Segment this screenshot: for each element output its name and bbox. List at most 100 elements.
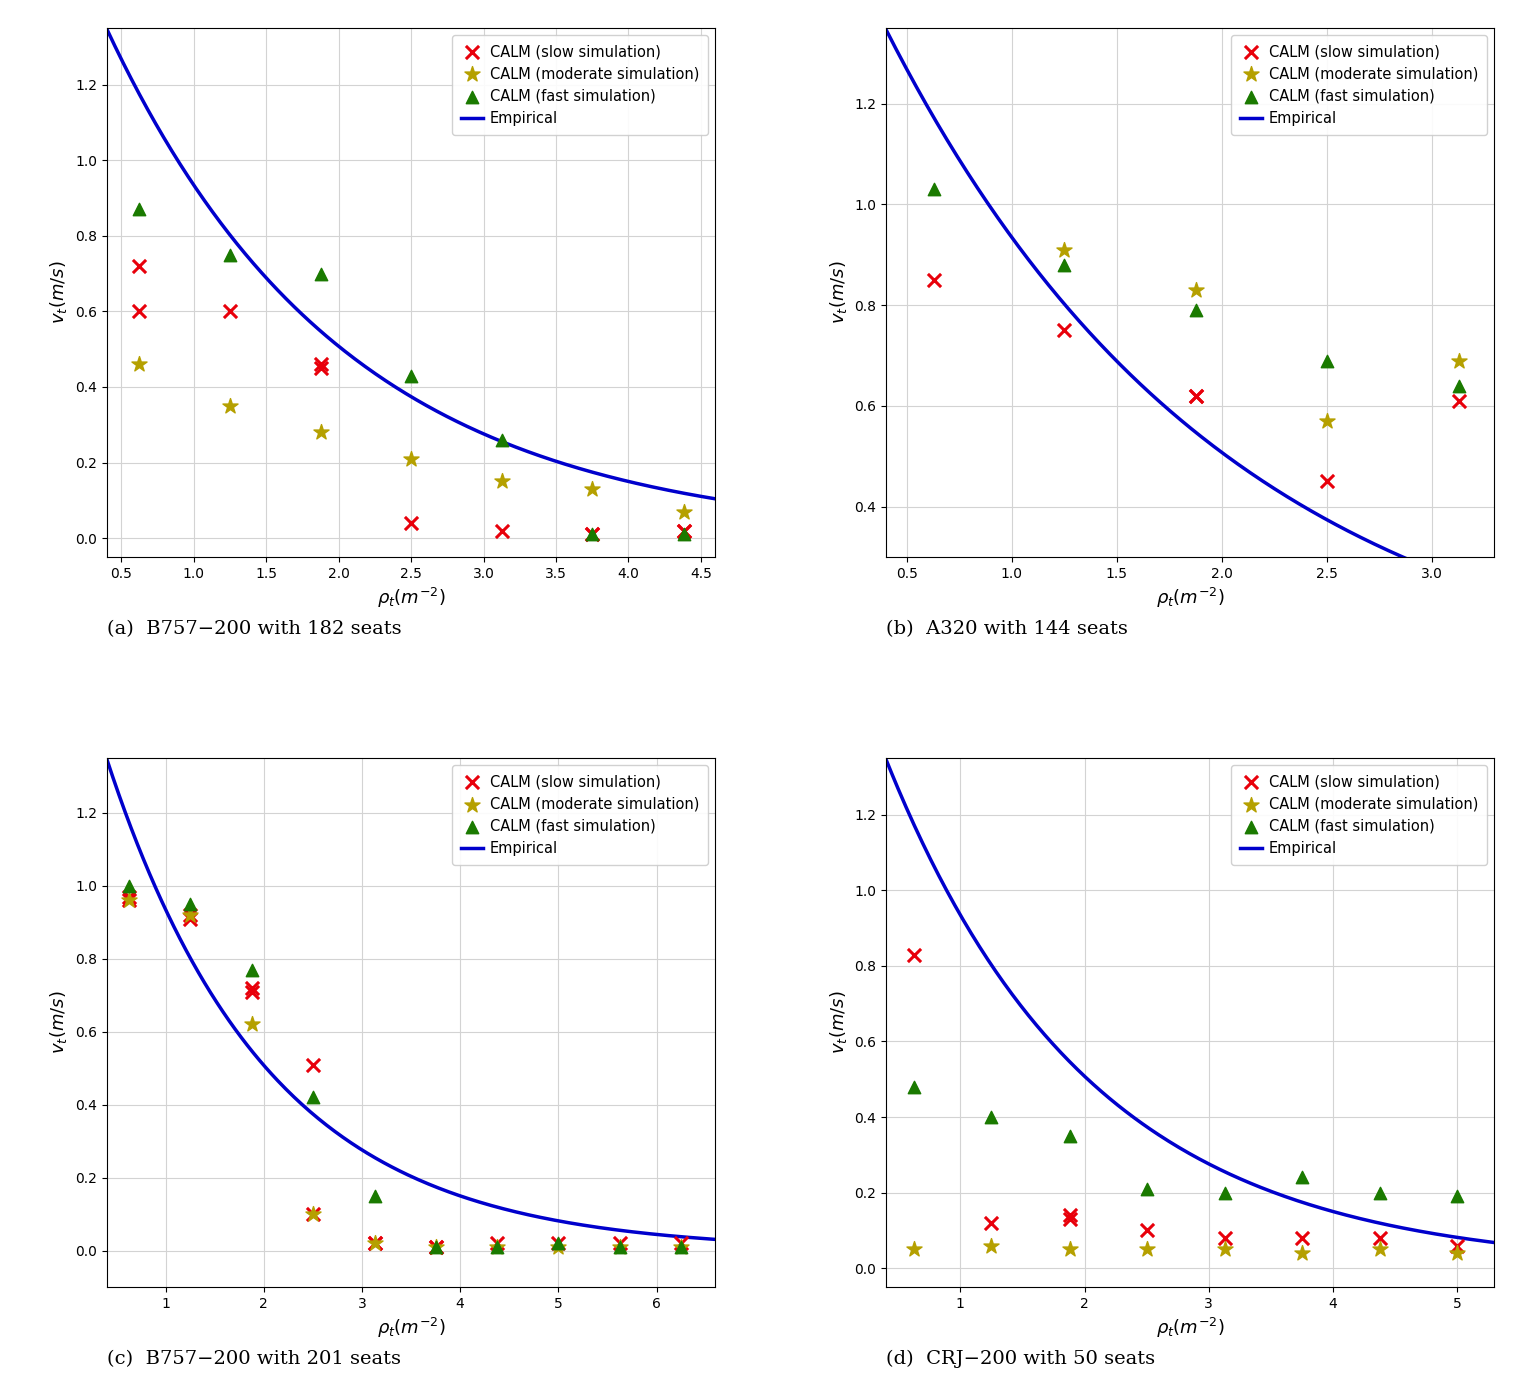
CALM (fast simulation) bbox=[127, 199, 151, 221]
CALM (moderate simulation) bbox=[1057, 1238, 1081, 1260]
Empirical bbox=[610, 471, 628, 488]
Line: Empirical: Empirical bbox=[107, 758, 715, 1240]
Text: (a)  B757−200 with 182 seats: (a) B757−200 with 182 seats bbox=[107, 620, 401, 638]
CALM (slow simulation) bbox=[1447, 390, 1472, 413]
Y-axis label: $v_t(m/s)$: $v_t(m/s)$ bbox=[49, 990, 70, 1055]
CALM (slow simulation) bbox=[300, 1203, 325, 1226]
CALM (moderate simulation) bbox=[1135, 1238, 1159, 1260]
CALM (fast simulation) bbox=[490, 428, 514, 450]
CALM (moderate simulation) bbox=[580, 478, 604, 501]
CALM (fast simulation) bbox=[1135, 1178, 1159, 1200]
CALM (slow simulation) bbox=[218, 301, 242, 323]
CALM (slow simulation) bbox=[1185, 385, 1209, 407]
CALM (slow simulation) bbox=[1052, 319, 1077, 341]
CALM (moderate simulation) bbox=[218, 395, 242, 417]
Empirical bbox=[470, 1193, 488, 1210]
Y-axis label: $v_t(m/s)$: $v_t(m/s)$ bbox=[49, 260, 70, 325]
CALM (fast simulation) bbox=[424, 1235, 448, 1258]
Empirical bbox=[458, 1189, 476, 1206]
CALM (moderate simulation) bbox=[903, 1238, 927, 1260]
Legend: CALM (slow simulation), CALM (moderate simulation), CALM (fast simulation), Empi: CALM (slow simulation), CALM (moderate s… bbox=[1231, 35, 1487, 134]
Empirical bbox=[877, 21, 895, 38]
CALM (fast simulation) bbox=[979, 1105, 1003, 1128]
Empirical bbox=[1485, 1234, 1504, 1251]
CALM (moderate simulation) bbox=[1447, 350, 1472, 372]
CALM (moderate simulation) bbox=[546, 1235, 570, 1258]
Empirical bbox=[1238, 1174, 1257, 1191]
CALM (slow simulation) bbox=[363, 1233, 387, 1255]
CALM (fast simulation) bbox=[903, 1076, 927, 1098]
CALM (fast simulation) bbox=[1057, 1125, 1081, 1147]
CALM (fast simulation) bbox=[1212, 1181, 1237, 1203]
Empirical bbox=[706, 491, 724, 508]
Y-axis label: $v_t(m/s)$: $v_t(m/s)$ bbox=[828, 990, 848, 1055]
CALM (slow simulation) bbox=[490, 519, 514, 541]
CALM (moderate simulation) bbox=[1212, 1238, 1237, 1260]
X-axis label: $\rho_t(m^{-2})$: $\rho_t(m^{-2})$ bbox=[377, 1316, 445, 1340]
CALM (fast simulation) bbox=[178, 893, 203, 915]
CALM (slow simulation) bbox=[424, 1235, 448, 1258]
X-axis label: $\rho_t(m^{-2})$: $\rho_t(m^{-2})$ bbox=[1156, 586, 1225, 610]
CALM (slow simulation) bbox=[1135, 1219, 1159, 1241]
CALM (fast simulation) bbox=[485, 1235, 509, 1258]
CALM (moderate simulation) bbox=[400, 448, 424, 470]
Empirical bbox=[1237, 462, 1255, 478]
CALM (slow simulation) bbox=[363, 1233, 387, 1255]
CALM (slow simulation) bbox=[580, 523, 604, 546]
CALM (fast simulation) bbox=[300, 1086, 325, 1108]
CALM (moderate simulation) bbox=[671, 501, 695, 523]
Empirical bbox=[1429, 1226, 1447, 1242]
CALM (fast simulation) bbox=[1446, 1185, 1470, 1207]
Legend: CALM (slow simulation), CALM (moderate simulation), CALM (fast simulation), Empi: CALM (slow simulation), CALM (moderate s… bbox=[451, 35, 708, 134]
Empirical bbox=[1249, 470, 1267, 487]
CALM (slow simulation) bbox=[671, 519, 695, 541]
CALM (fast simulation) bbox=[400, 364, 424, 386]
CALM (moderate simulation) bbox=[1368, 1238, 1392, 1260]
CALM (fast simulation) bbox=[1290, 1167, 1315, 1189]
CALM (slow simulation) bbox=[300, 1053, 325, 1076]
CALM (moderate simulation) bbox=[178, 904, 203, 926]
Empirical bbox=[1429, 564, 1447, 581]
CALM (fast simulation) bbox=[546, 1233, 570, 1255]
CALM (fast simulation) bbox=[1447, 375, 1472, 397]
CALM (fast simulation) bbox=[671, 523, 695, 546]
CALM (moderate simulation) bbox=[485, 1235, 509, 1258]
Empirical bbox=[1237, 1172, 1255, 1189]
Text: (c)  B757−200 with 201 seats: (c) B757−200 with 201 seats bbox=[107, 1350, 401, 1368]
Empirical bbox=[458, 418, 476, 435]
CALM (slow simulation) bbox=[1290, 1227, 1315, 1249]
Empirical bbox=[878, 25, 897, 42]
Y-axis label: $v_t(m/s)$: $v_t(m/s)$ bbox=[828, 260, 848, 325]
CALM (slow simulation) bbox=[400, 512, 424, 534]
Text: (d)  CRJ−200 with 50 seats: (d) CRJ−200 with 50 seats bbox=[886, 1350, 1154, 1368]
Line: Empirical: Empirical bbox=[886, 758, 1494, 1242]
CALM (fast simulation) bbox=[363, 1185, 387, 1207]
CALM (moderate simulation) bbox=[608, 1235, 633, 1258]
CALM (slow simulation) bbox=[903, 943, 927, 965]
Empirical bbox=[650, 480, 668, 497]
CALM (fast simulation) bbox=[239, 958, 264, 981]
CALM (fast simulation) bbox=[310, 263, 334, 285]
CALM (slow simulation) bbox=[923, 269, 947, 291]
CALM (slow simulation) bbox=[546, 1233, 570, 1255]
Empirical bbox=[1389, 547, 1408, 564]
CALM (slow simulation) bbox=[1315, 470, 1339, 492]
Empirical bbox=[706, 1231, 724, 1248]
CALM (moderate simulation) bbox=[1290, 1242, 1315, 1265]
Empirical bbox=[1238, 463, 1257, 480]
CALM (fast simulation) bbox=[1052, 253, 1077, 276]
CALM (fast simulation) bbox=[669, 1235, 694, 1258]
CALM (slow simulation) bbox=[424, 1235, 448, 1258]
CALM (fast simulation) bbox=[923, 178, 947, 200]
X-axis label: $\rho_t(m^{-2})$: $\rho_t(m^{-2})$ bbox=[377, 586, 445, 610]
CALM (fast simulation) bbox=[117, 874, 142, 897]
Empirical bbox=[98, 21, 116, 38]
CALM (moderate simulation) bbox=[1052, 238, 1077, 260]
CALM (slow simulation) bbox=[310, 353, 334, 375]
CALM (slow simulation) bbox=[1446, 1234, 1470, 1256]
Empirical bbox=[878, 755, 897, 772]
Empirical bbox=[1389, 1219, 1408, 1235]
CALM (moderate simulation) bbox=[1446, 1242, 1470, 1265]
CALM (moderate simulation) bbox=[363, 1233, 387, 1255]
CALM (slow simulation) bbox=[117, 886, 142, 908]
